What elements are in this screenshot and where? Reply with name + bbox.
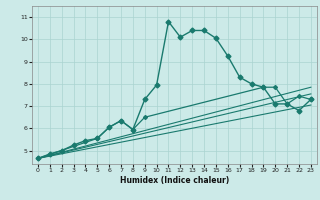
X-axis label: Humidex (Indice chaleur): Humidex (Indice chaleur) [120, 176, 229, 185]
